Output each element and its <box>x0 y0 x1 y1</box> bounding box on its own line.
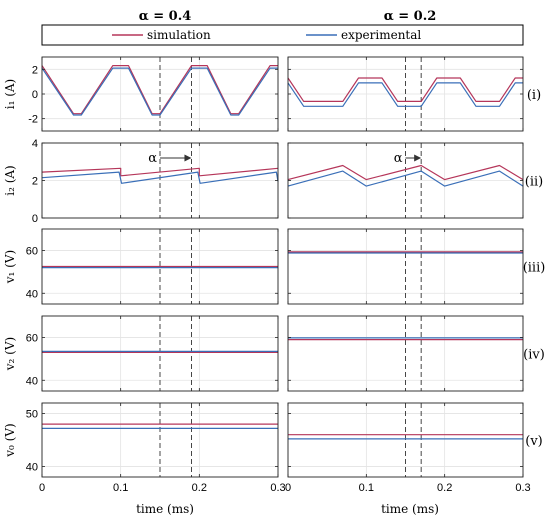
axes-box <box>287 315 524 392</box>
y-tick-label: 2 <box>32 176 38 188</box>
plot-panel <box>287 228 524 305</box>
series-experimental <box>41 67 278 116</box>
y-tick-label: 50 <box>26 409 38 421</box>
axes-box <box>287 228 524 305</box>
x-tick-label: 0.3 <box>515 482 530 494</box>
x-tick-label: 0 <box>39 482 45 494</box>
legend-label-experimental: experimental <box>341 28 421 42</box>
x-tick-label: 0.1 <box>113 482 128 494</box>
y-tick-label: 60 <box>26 332 38 344</box>
y-tick-label: 40 <box>26 288 38 300</box>
panel-label: (i) <box>527 88 541 103</box>
column-title-right: α = 0.2 <box>384 9 437 24</box>
series-simulation <box>41 64 278 115</box>
panel-label: (ii) <box>525 175 543 190</box>
y-tick-label: 2 <box>32 64 38 76</box>
x-tick-label: 0.3 <box>270 482 285 494</box>
y-axis-label: i₁ (A) <box>3 79 17 110</box>
axes-box <box>41 315 279 392</box>
panel-label: (v) <box>525 434 543 449</box>
y-tick-label: 60 <box>26 245 38 257</box>
x-axis-label-left: time (ms) <box>136 502 194 516</box>
panels: i₁ (A) (i) -2 0 2 i₂ (A) (ii) 0 2 4 α α v₁ (V) (iii) 4… <box>3 56 546 494</box>
x-tick-label: 0.1 <box>359 482 374 494</box>
y-axis-label: v₀ (V) <box>3 423 17 457</box>
plot-panel: 0 2 4 α <box>32 138 279 225</box>
legend-label-simulation: simulation <box>147 28 211 42</box>
alpha-arrow-head <box>414 154 422 162</box>
alpha-annotation: α <box>394 151 403 166</box>
plot-panel: 40 50 0 0.1 0.2 0.3 <box>26 402 286 494</box>
series-experimental <box>287 170 524 187</box>
legend: simulation experimental <box>41 24 524 46</box>
alpha-arrow-head <box>184 154 192 162</box>
y-axis-label: i₂ (A) <box>3 165 17 196</box>
y-tick-label: 40 <box>26 461 38 473</box>
series-simulation <box>287 164 524 181</box>
plot-panel: 40 60 <box>26 315 279 392</box>
plot-panel: α <box>287 142 524 219</box>
plot-panel: -2 0 2 <box>28 56 279 132</box>
x-tick-label: 0.2 <box>437 482 452 494</box>
x-axis-label-right: time (ms) <box>381 502 439 516</box>
plot-panel <box>287 56 524 132</box>
x-tick-label: 0 <box>285 482 291 494</box>
plot-panel: 0 0.1 0.2 0.3 <box>285 402 531 494</box>
y-axis-label: v₂ (V) <box>3 337 17 371</box>
column-title-left: α = 0.4 <box>139 9 192 24</box>
series-simulation <box>41 167 279 177</box>
y-axis-label: v₁ (V) <box>3 250 17 284</box>
alpha-annotation: α <box>148 151 157 166</box>
legend-box <box>41 24 524 46</box>
series-experimental <box>41 171 279 184</box>
axes-box <box>41 228 279 305</box>
plot-panel: 40 60 <box>26 228 279 305</box>
panel-label: (iv) <box>523 348 545 363</box>
series-experimental <box>287 82 523 107</box>
series-simulation <box>287 77 523 103</box>
y-tick-label: 4 <box>32 138 38 150</box>
y-tick-label: 40 <box>26 375 38 387</box>
y-tick-label: 0 <box>32 213 38 225</box>
axes-box <box>41 402 279 478</box>
plot-panel <box>287 315 524 392</box>
panel-label: (iii) <box>523 261 546 276</box>
y-tick-label: -2 <box>28 114 38 126</box>
x-tick-label: 0.2 <box>192 482 207 494</box>
y-tick-label: 0 <box>32 89 38 101</box>
axes-box <box>287 402 524 478</box>
